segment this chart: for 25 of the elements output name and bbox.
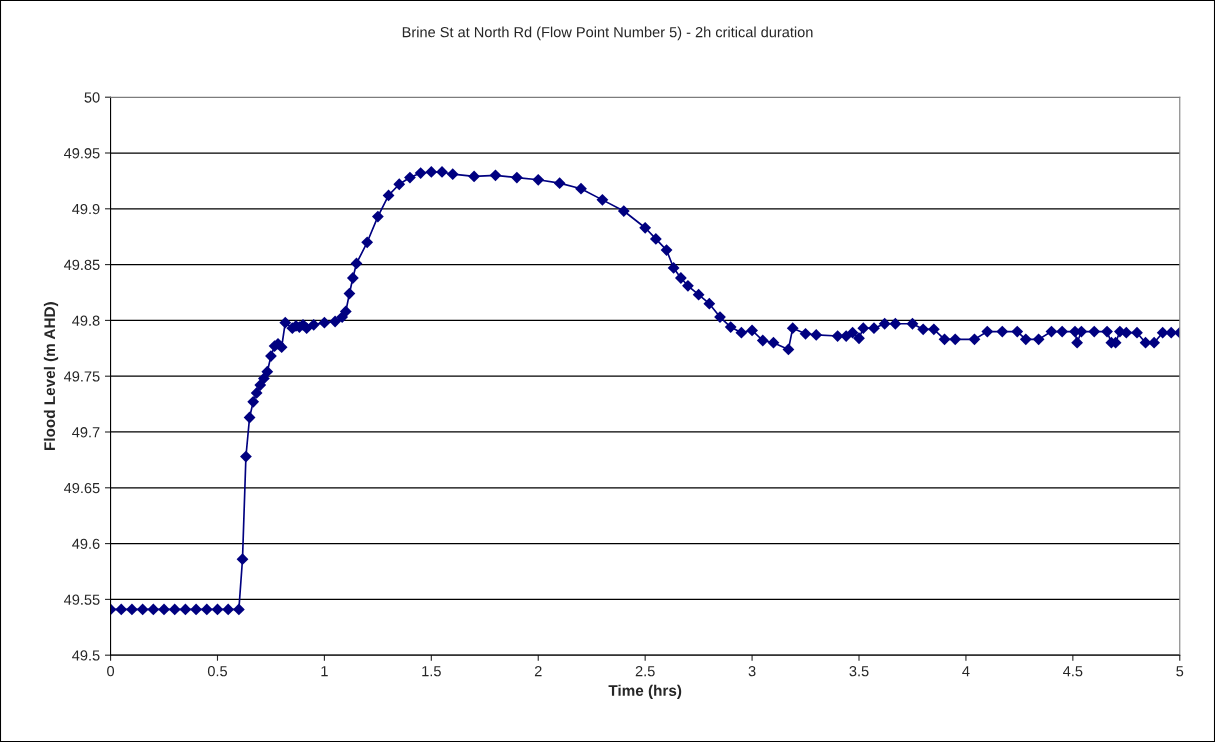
- x-tick-label: 1: [321, 666, 328, 677]
- x-tick-label: 5: [1176, 666, 1184, 677]
- y-tick-label: 49.95: [63, 148, 100, 159]
- x-tick-label: 4: [962, 666, 970, 677]
- x-tick-label: 0.5: [207, 665, 228, 677]
- x-tick-label: 4.5: [1063, 666, 1083, 677]
- x-tick-label: 3: [748, 665, 756, 677]
- y-tick-label: 49.85: [63, 259, 100, 271]
- x-tick-label: 2.5: [635, 665, 655, 677]
- x-tick-label: 0: [107, 665, 115, 677]
- y-tick-label: 49.65: [63, 482, 100, 494]
- y-tick-label: 49.7: [72, 427, 100, 438]
- x-axis-title: Time (hrs): [608, 684, 682, 699]
- y-tick-label: 49.6: [72, 538, 100, 550]
- y-tick-label: 49.8: [72, 315, 100, 326]
- y-tick-label: 49.55: [63, 594, 100, 605]
- y-axis-title: Flood Level (m AHD): [43, 302, 59, 450]
- x-tick-label: 3.5: [849, 665, 869, 677]
- y-tick-label: 50: [84, 92, 100, 103]
- y-tick-label: 49.75: [63, 371, 100, 382]
- x-tick-label: 2: [534, 665, 542, 677]
- x-tick-label: 1.5: [422, 666, 441, 677]
- y-tick-label: 49.5: [72, 650, 100, 661]
- chart-title: Brine St at North Rd (Flow Point Number 5) - 2h critical duration: [402, 26, 813, 41]
- y-tick-label: 49.9: [72, 203, 100, 215]
